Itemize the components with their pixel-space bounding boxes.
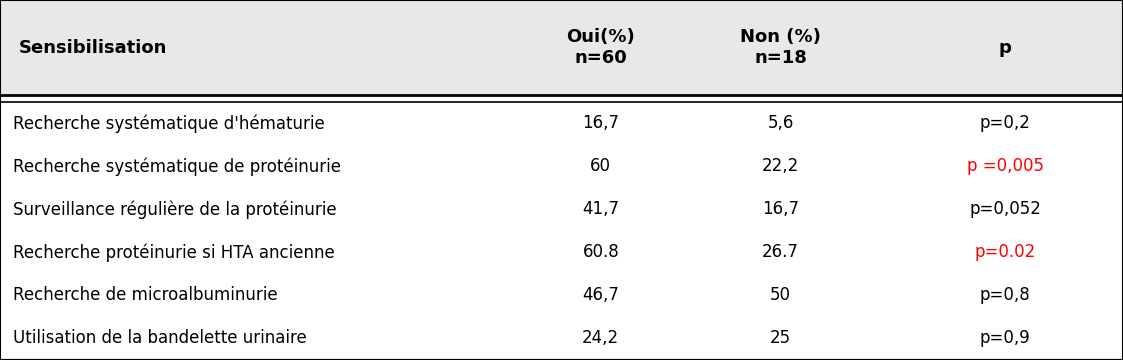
- Text: 22,2: 22,2: [761, 157, 800, 175]
- Text: 60: 60: [591, 157, 611, 175]
- Text: 24,2: 24,2: [582, 329, 620, 347]
- Text: 46,7: 46,7: [583, 287, 619, 305]
- Text: Recherche de microalbuminurie: Recherche de microalbuminurie: [13, 287, 279, 305]
- Text: 16,7: 16,7: [583, 114, 619, 132]
- Text: Recherche systématique d'hématurie: Recherche systématique d'hématurie: [13, 114, 326, 132]
- Text: 16,7: 16,7: [763, 201, 798, 219]
- Text: Sensibilisation: Sensibilisation: [19, 39, 167, 57]
- Text: 26.7: 26.7: [763, 243, 798, 261]
- Text: Utilisation de la bandelette urinaire: Utilisation de la bandelette urinaire: [13, 329, 308, 347]
- Text: p =0,005: p =0,005: [967, 157, 1043, 175]
- Text: Oui(%)
n=60: Oui(%) n=60: [566, 28, 636, 67]
- Text: 25: 25: [770, 329, 791, 347]
- Text: 60.8: 60.8: [583, 243, 619, 261]
- Text: p=0,2: p=0,2: [979, 114, 1031, 132]
- Text: 5,6: 5,6: [767, 114, 794, 132]
- Text: 50: 50: [770, 287, 791, 305]
- Bar: [0, 0, 1123, 95]
- Text: p=0,9: p=0,9: [979, 329, 1031, 347]
- Text: Non (%)
n=18: Non (%) n=18: [740, 28, 821, 67]
- Text: Surveillance régulière de la protéinurie: Surveillance régulière de la protéinurie: [13, 200, 337, 219]
- Text: Recherche systématique de protéinurie: Recherche systématique de protéinurie: [13, 157, 341, 176]
- Text: p=0,8: p=0,8: [979, 287, 1031, 305]
- Text: Recherche protéinurie si HTA ancienne: Recherche protéinurie si HTA ancienne: [13, 243, 336, 262]
- Text: p=0,052: p=0,052: [969, 201, 1041, 219]
- Text: 41,7: 41,7: [583, 201, 619, 219]
- Text: p=0.02: p=0.02: [975, 243, 1035, 261]
- Text: p: p: [998, 39, 1012, 57]
